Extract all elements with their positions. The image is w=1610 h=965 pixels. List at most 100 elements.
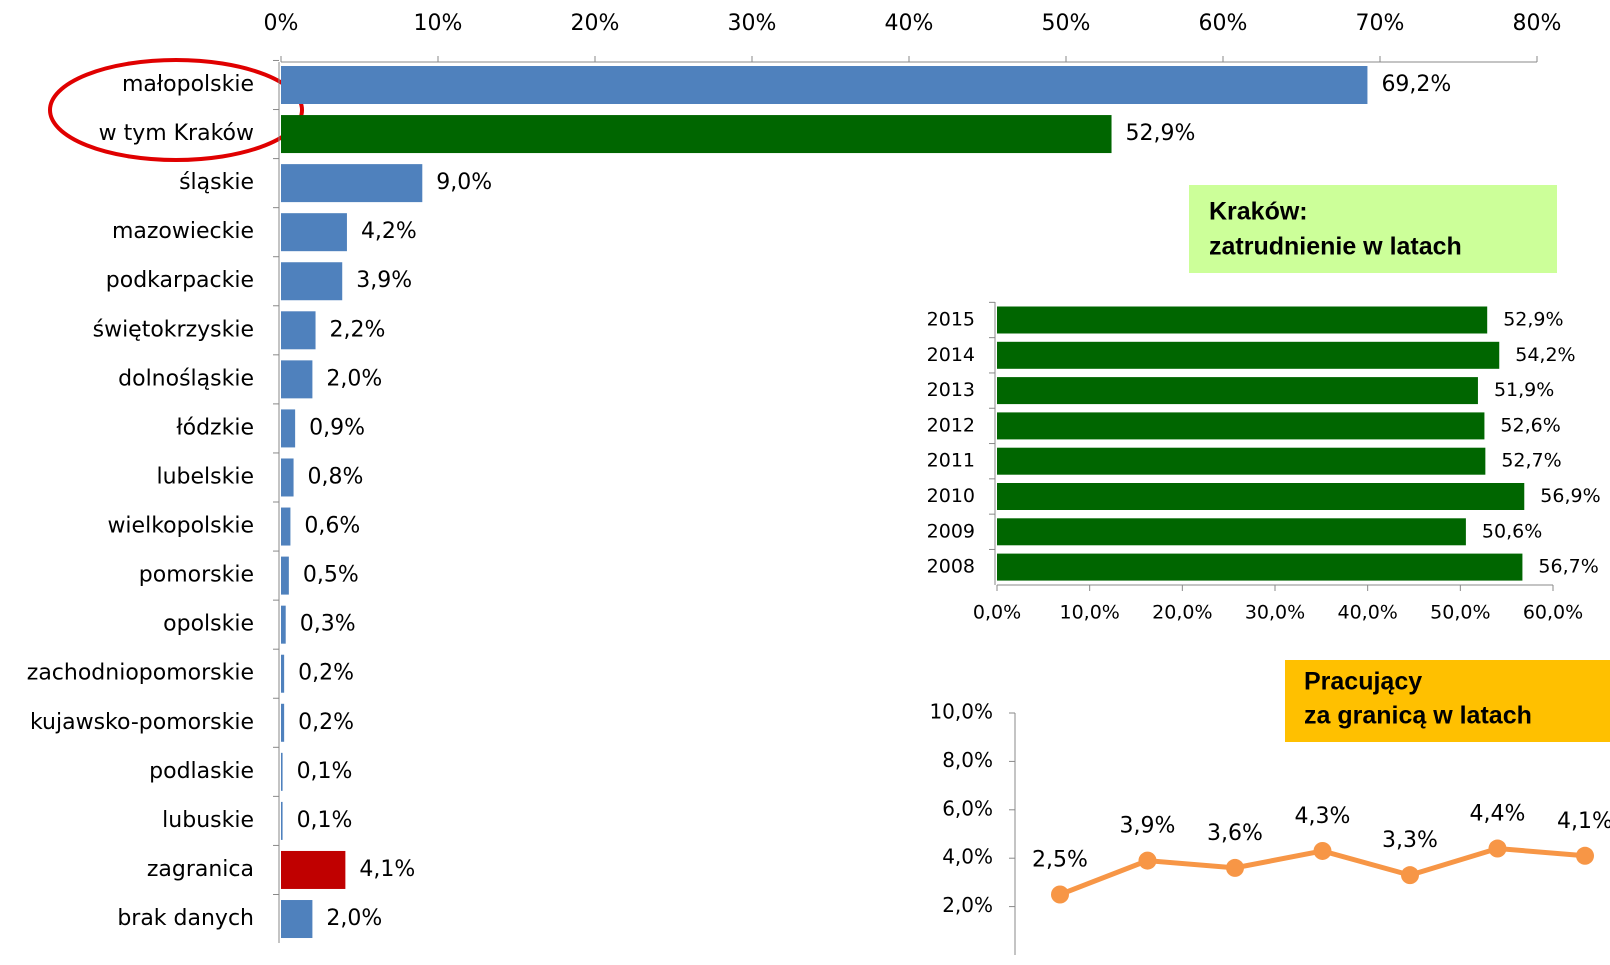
value-label: 0,9% — [309, 415, 365, 440]
x-tick-label: 40,0% — [1337, 602, 1397, 624]
bar — [281, 507, 291, 546]
bar — [281, 654, 285, 693]
bar — [281, 900, 313, 939]
value-label: 4,4% — [1470, 802, 1526, 827]
value-label: 3,9% — [1120, 814, 1176, 839]
value-label: 52,9% — [1126, 121, 1196, 146]
x-tick-label: 0% — [264, 11, 299, 36]
category-label: pomorskie — [139, 563, 254, 588]
category-label: podkarpackie — [106, 268, 254, 293]
x-tick-label: 70% — [1356, 11, 1405, 36]
x-tick-label: 60,0% — [1523, 602, 1583, 624]
category-label: wielkopolskie — [107, 514, 254, 539]
value-label: 0,5% — [303, 563, 359, 588]
value-label: 50,6% — [1482, 520, 1542, 542]
value-label: 4,1% — [359, 857, 415, 882]
category-label: zagranica — [147, 857, 254, 882]
category-label: kujawsko-pomorskie — [30, 710, 254, 735]
category-label: brak danych — [117, 906, 254, 931]
bar — [997, 341, 1500, 369]
x-tick-label: 30,0% — [1245, 602, 1305, 624]
category-label: 2011 — [927, 450, 975, 472]
highlight-ellipse — [48, 58, 304, 162]
y-tick-label: 6,0% — [942, 796, 993, 820]
category-label: 2009 — [927, 520, 975, 542]
category-label: 2008 — [927, 556, 975, 578]
bar — [281, 213, 347, 252]
point — [1051, 885, 1069, 904]
bar — [281, 801, 283, 840]
x-tick-label: 20,0% — [1152, 602, 1212, 624]
category-label: 2012 — [927, 414, 975, 436]
category-label: w tym Kraków — [99, 121, 254, 146]
category-label: lubelskie — [156, 464, 254, 489]
category-label: 2010 — [927, 485, 975, 507]
inset-title: za granicą w latach — [1304, 702, 1532, 730]
category-label: 2015 — [927, 309, 975, 331]
bar — [281, 262, 343, 301]
x-tick-label: 50,0% — [1430, 602, 1490, 624]
bar — [997, 306, 1488, 334]
value-label: 56,7% — [1538, 556, 1598, 578]
value-label: 0,1% — [297, 808, 353, 833]
bar — [281, 850, 346, 889]
x-tick-label: 60% — [1199, 11, 1248, 36]
bar — [281, 605, 286, 644]
bar — [281, 164, 423, 203]
bar — [997, 553, 1523, 581]
value-label: 3,3% — [1382, 828, 1438, 853]
value-label: 51,9% — [1494, 379, 1554, 401]
title-box — [1189, 185, 1557, 273]
point — [1138, 851, 1157, 870]
bar — [281, 752, 283, 791]
point — [1488, 839, 1507, 858]
value-label: 54,2% — [1515, 344, 1575, 366]
value-label: 3,6% — [1207, 821, 1263, 846]
x-tick-label: 80% — [1513, 11, 1562, 36]
value-label: 52,6% — [1500, 414, 1560, 436]
value-label: 0,2% — [298, 661, 354, 686]
bar — [997, 377, 1478, 405]
y-tick-label: 10,0% — [929, 700, 993, 724]
bar — [281, 409, 296, 448]
value-label: 0,1% — [297, 759, 353, 784]
inset-title: Kraków: — [1209, 198, 1308, 226]
bar — [281, 703, 285, 742]
x-tick-label: 20% — [571, 11, 620, 36]
category-label: podlaskie — [149, 759, 254, 784]
value-label: 9,0% — [436, 170, 492, 195]
bar — [997, 483, 1525, 510]
point — [1401, 866, 1419, 885]
category-label: zachodniopomorskie — [27, 661, 254, 686]
category-label: mazowieckie — [112, 219, 254, 244]
y-tick-label: 8,0% — [942, 748, 993, 772]
category-label: świętokrzyskie — [93, 317, 254, 342]
bar — [281, 458, 294, 497]
bar — [281, 66, 1368, 104]
x-tick-label: 30% — [728, 11, 777, 36]
value-label: 0,2% — [298, 710, 354, 735]
value-label: 52,7% — [1501, 450, 1561, 472]
category-label: małopolskie — [122, 72, 254, 97]
value-label: 2,5% — [1032, 848, 1088, 873]
inset-title: zatrudnienie w latach — [1209, 233, 1462, 261]
point — [1576, 846, 1594, 865]
bar — [281, 556, 289, 595]
value-label: 4,2% — [361, 219, 417, 244]
value-label: 56,9% — [1540, 485, 1600, 507]
x-tick-label: 10,0% — [1059, 602, 1119, 624]
value-label: 0,3% — [300, 612, 356, 637]
x-tick-label: 0,0% — [973, 602, 1021, 624]
title-box — [1285, 660, 1610, 742]
value-label: 69,2% — [1381, 72, 1451, 97]
x-tick-label: 50% — [1042, 11, 1091, 36]
value-label: 0,6% — [304, 514, 360, 539]
value-label: 4,3% — [1295, 804, 1351, 829]
value-label: 2,2% — [330, 317, 386, 342]
bar — [997, 412, 1485, 440]
value-label: 52,9% — [1503, 309, 1563, 331]
category-label: 2014 — [927, 344, 975, 366]
category-label: łódzkie — [176, 415, 254, 440]
value-label: 2,0% — [326, 906, 382, 931]
